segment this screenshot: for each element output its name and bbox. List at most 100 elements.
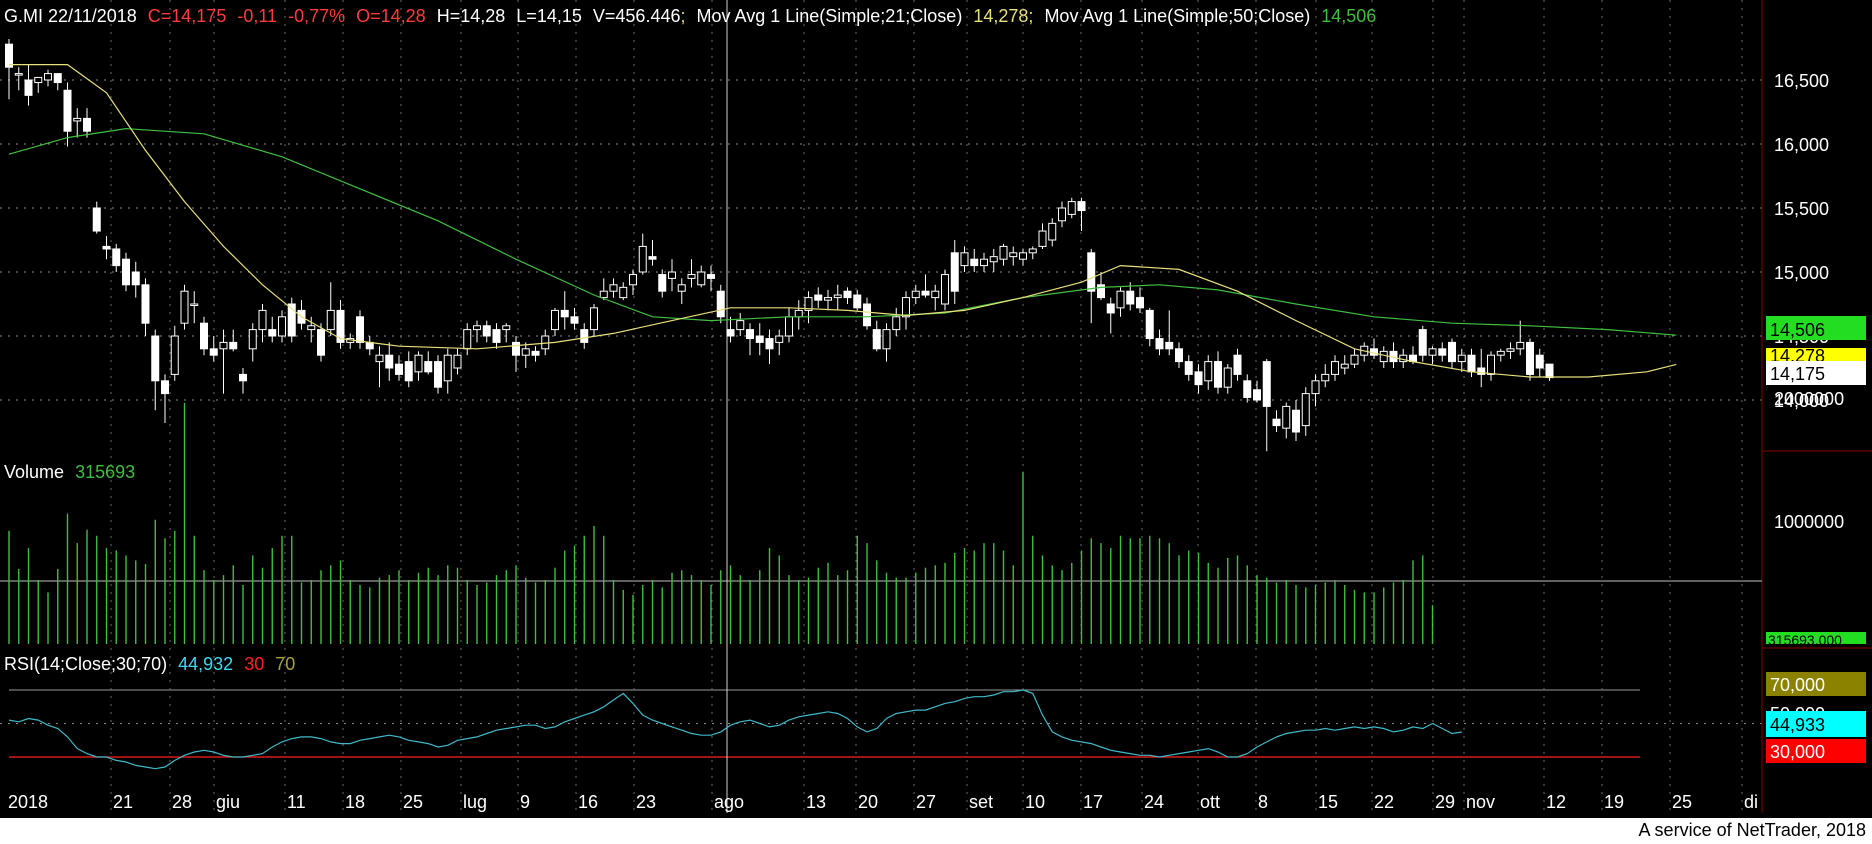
candle-body — [1477, 367, 1486, 375]
price-tick-label: 16,500 — [1774, 71, 1829, 91]
volume-tick-label: 1000000 — [1774, 512, 1844, 532]
candle-body — [590, 307, 598, 331]
candle-body — [668, 271, 676, 279]
candle-body — [1155, 338, 1164, 350]
candle-body — [1467, 354, 1476, 373]
candle-body — [833, 294, 842, 299]
x-axis-label: 25 — [403, 792, 423, 812]
candle-body — [1321, 373, 1330, 382]
candle-body — [902, 297, 910, 318]
candle-body — [1379, 350, 1388, 363]
footer: A service of NetTrader, 2018 — [0, 818, 1872, 844]
candle-body — [1526, 341, 1534, 375]
candle-body — [921, 290, 930, 296]
candle-body — [687, 274, 696, 279]
candle-body — [736, 320, 745, 331]
header-low: L=14,15 — [516, 6, 582, 26]
header-ma50-value: 14,506 — [1321, 6, 1376, 26]
candle-body — [395, 363, 403, 375]
candle-body — [434, 361, 442, 388]
candle-body — [1340, 363, 1349, 369]
candle-body — [960, 252, 969, 267]
candles — [5, 39, 1554, 452]
candle-body — [1194, 371, 1203, 386]
candle-body — [34, 76, 43, 84]
rsi-30-badge — [1766, 739, 1866, 763]
candle-body — [326, 309, 335, 331]
candle-body — [473, 325, 481, 331]
candle-body — [229, 341, 238, 350]
candle-body — [53, 73, 62, 84]
x-axis-label: lug — [463, 792, 487, 812]
price-tick-label: 15,000 — [1774, 263, 1829, 283]
candle-body — [385, 354, 394, 369]
candle-body — [83, 117, 91, 132]
candle-body — [1019, 252, 1027, 260]
header-ma21-value: 14,278 — [973, 6, 1028, 26]
candle-body — [112, 248, 121, 267]
candle-body — [356, 316, 364, 343]
header-volume: V=456.446 — [593, 6, 681, 26]
x-axis-label: set — [969, 792, 993, 812]
candle-body — [1038, 230, 1047, 247]
candle-body — [365, 341, 374, 350]
candle-body — [1233, 354, 1242, 375]
volume-badge — [1766, 632, 1866, 644]
x-axis-label: 17 — [1083, 792, 1103, 812]
rsi-value: 44,932 — [178, 654, 233, 674]
header-open: O=14,28 — [356, 6, 426, 26]
x-axis-label: di — [1744, 792, 1758, 812]
candle-body — [1136, 297, 1144, 309]
candle-body — [307, 325, 316, 331]
candle-body — [765, 338, 774, 350]
candle-body — [404, 361, 413, 382]
candle-body — [141, 284, 150, 324]
x-axis-label: 25 — [1672, 792, 1692, 812]
x-axis-label: 8 — [1258, 792, 1268, 812]
candle-body — [872, 329, 881, 350]
x-axis-label: 18 — [345, 792, 365, 812]
price-grid — [0, 79, 1762, 401]
candle-body — [794, 309, 803, 318]
candle-body — [414, 354, 423, 373]
x-axis-label: 16 — [578, 792, 598, 812]
candle-body — [1418, 329, 1427, 356]
x-axis-label: ott — [1200, 792, 1220, 812]
candle-body — [200, 322, 208, 350]
candle-body — [190, 303, 199, 306]
candle-body — [697, 271, 706, 286]
price-tick-label: 16,000 — [1774, 135, 1829, 155]
candle-body — [882, 329, 891, 350]
header-ma21-label: Mov Avg 1 Line(Simple;21;Close) — [697, 6, 963, 26]
candle-body — [677, 284, 686, 292]
candle-body — [336, 309, 345, 343]
volume-badge-text: 315693,000 — [1768, 632, 1842, 648]
x-axis-label: 27 — [916, 792, 936, 812]
candle-body — [463, 329, 472, 350]
close-badge — [1766, 361, 1866, 385]
candle-body — [248, 329, 257, 350]
rsi-label: RSI(14;Close;30;70) — [4, 654, 167, 674]
candle-body — [73, 117, 82, 122]
candle-body — [580, 329, 589, 343]
candle-body — [599, 290, 608, 299]
candle-body — [1106, 303, 1115, 314]
candle-body — [853, 294, 862, 309]
candle-body — [1496, 350, 1505, 356]
candle-body — [492, 329, 501, 343]
candle-body — [1165, 341, 1174, 350]
candle-body — [122, 258, 130, 286]
candle-body — [131, 271, 140, 286]
header-separator-2: ; — [1028, 6, 1033, 26]
candle-body — [5, 43, 13, 68]
candle-body — [570, 316, 579, 324]
candle-body — [931, 290, 940, 299]
candle-body — [1223, 367, 1232, 388]
candle-body — [1448, 341, 1456, 363]
candle-body — [1009, 252, 1018, 258]
rsi-70-badge-text: 70,000 — [1770, 675, 1825, 695]
header-close: C=14,175 — [148, 6, 227, 26]
candle-body — [707, 274, 715, 279]
rsi-value-badge-text: 44,933 — [1770, 715, 1825, 735]
